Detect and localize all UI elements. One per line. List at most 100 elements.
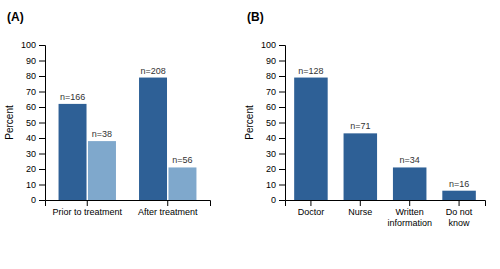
tick-mark bbox=[279, 185, 285, 186]
panel: n=128 n=71 n=34 n=16 0 10 20 30 40 50 60 70 80 90 100 D… bbox=[244, 10, 486, 228]
tick-mark bbox=[279, 107, 285, 108]
data-label: n=128 bbox=[298, 66, 323, 76]
bars bbox=[59, 78, 197, 200]
bar bbox=[59, 104, 87, 200]
tick-label: 90 bbox=[266, 56, 276, 66]
tick: 90 bbox=[266, 56, 285, 66]
tick-mark bbox=[39, 169, 45, 170]
tick: 30 bbox=[26, 149, 45, 159]
tick: 100 bbox=[21, 40, 45, 50]
tick-mark bbox=[360, 200, 361, 206]
bar bbox=[344, 133, 378, 200]
bar bbox=[442, 191, 476, 200]
tick-label: 90 bbox=[26, 56, 36, 66]
y-axis: 0 10 20 30 40 50 60 70 80 90 100 bbox=[261, 40, 286, 205]
tick-label: 70 bbox=[266, 87, 276, 97]
tick: 20 bbox=[26, 164, 45, 174]
tick-label: 60 bbox=[26, 102, 36, 112]
tick-label: 0 bbox=[31, 195, 36, 205]
data-label: n=166 bbox=[60, 92, 85, 102]
tick-label: 80 bbox=[26, 71, 36, 81]
tick: 50 bbox=[26, 118, 45, 128]
tick-mark bbox=[39, 45, 45, 46]
tick: 0 bbox=[31, 195, 45, 205]
y-axis: 0 10 20 30 40 50 60 70 80 90 100 bbox=[21, 40, 46, 205]
tick: 60 bbox=[26, 102, 45, 112]
tick-label: 50 bbox=[26, 118, 36, 128]
data-label: n=34 bbox=[400, 155, 420, 165]
chart-root: n=166n=208n=38n=560102030405060708090100… bbox=[0, 0, 500, 269]
tick-mark bbox=[39, 185, 45, 186]
tick: 60 bbox=[266, 102, 285, 112]
tick-label: 10 bbox=[26, 180, 36, 190]
data-label: n=38 bbox=[92, 129, 112, 139]
tick-mark bbox=[310, 200, 311, 206]
data-label: n=208 bbox=[140, 66, 165, 76]
x-axis: Prior to treatmentAfter treatment bbox=[46, 200, 211, 217]
tick-mark bbox=[279, 76, 285, 77]
tick: Doctor bbox=[298, 200, 325, 217]
tick: 40 bbox=[26, 133, 45, 143]
tick: 30 bbox=[266, 149, 285, 159]
tick-label: Doctor bbox=[298, 207, 325, 217]
tick-mark bbox=[279, 138, 285, 139]
tick-mark bbox=[167, 200, 168, 206]
bar bbox=[393, 167, 427, 200]
tick-label: 60 bbox=[266, 102, 276, 112]
tick-mark bbox=[409, 200, 410, 206]
tick-mark bbox=[39, 123, 45, 124]
bar bbox=[294, 78, 328, 200]
tick-label: 40 bbox=[266, 133, 276, 143]
tick: 80 bbox=[266, 71, 285, 81]
tick-label: 70 bbox=[26, 87, 36, 97]
tick-label: 80 bbox=[266, 71, 276, 81]
tick: 90 bbox=[26, 56, 45, 66]
tick-mark bbox=[39, 92, 45, 93]
tick-label: 0 bbox=[271, 195, 276, 205]
bar bbox=[88, 141, 116, 200]
tick-mark bbox=[39, 76, 45, 77]
axis-line bbox=[286, 201, 486, 207]
tick-mark bbox=[279, 154, 285, 155]
tick-mark bbox=[279, 169, 285, 170]
bar bbox=[168, 167, 196, 200]
tick-mark bbox=[39, 154, 45, 155]
tick-label: Writteninformation bbox=[387, 207, 432, 227]
data-labels: n=128 n=71 n=34 n=16 bbox=[298, 66, 469, 189]
tick-label: 30 bbox=[266, 149, 276, 159]
data-label: n=71 bbox=[350, 121, 370, 131]
data-label: n=56 bbox=[172, 155, 192, 165]
axis-line bbox=[279, 46, 286, 201]
panel-title: (A) bbox=[7, 10, 24, 24]
tick-label: 20 bbox=[26, 164, 36, 174]
x-axis: DoctorNurseWritteninformationDo notknow bbox=[286, 200, 486, 228]
tick-mark bbox=[39, 138, 45, 139]
tick-mark bbox=[279, 92, 285, 93]
panel-title: (B) bbox=[247, 10, 264, 24]
tick-mark bbox=[39, 200, 45, 201]
tick-label: 100 bbox=[21, 40, 36, 50]
tick-mark bbox=[279, 61, 285, 62]
panel: n=166 n=208 n=38 n=56 0 10 20 30 40 50 60 70 80 90 100… bbox=[4, 10, 211, 217]
tick-label: 40 bbox=[26, 133, 36, 143]
tick-label: Do notknow bbox=[446, 207, 473, 227]
tick-mark bbox=[279, 45, 285, 46]
tick: 100 bbox=[261, 40, 285, 50]
tick-mark bbox=[87, 200, 88, 206]
data-label: n=16 bbox=[449, 179, 469, 189]
tick-label: After treatment bbox=[138, 207, 198, 217]
tick-label: 20 bbox=[266, 164, 276, 174]
tick-mark bbox=[39, 61, 45, 62]
tick-label: 50 bbox=[266, 118, 276, 128]
data-labels: n=166 n=208 n=38 n=56 bbox=[60, 66, 193, 166]
tick-mark bbox=[459, 200, 460, 206]
tick: Do notknow bbox=[446, 200, 473, 228]
axis-line bbox=[39, 46, 46, 201]
axis-title: Percent bbox=[4, 105, 15, 140]
bar bbox=[139, 78, 167, 200]
tick: 80 bbox=[26, 71, 45, 81]
tick-mark bbox=[279, 200, 285, 201]
tick-label: 30 bbox=[26, 149, 36, 159]
tick-label: 10 bbox=[266, 180, 276, 190]
tick: 0 bbox=[271, 195, 285, 205]
